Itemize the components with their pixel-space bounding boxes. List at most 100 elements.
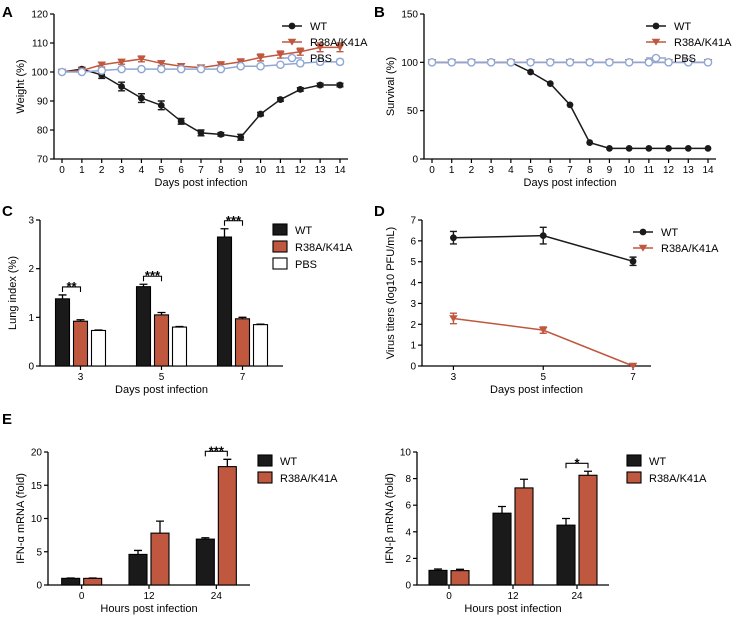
error-bar	[520, 478, 528, 488]
y-tick-label: 0	[28, 362, 34, 373]
series-r38a-k41a	[83, 458, 237, 586]
bar	[492, 512, 512, 586]
legend-marker	[287, 53, 297, 63]
legend-label: WT	[295, 225, 312, 237]
data-point	[467, 58, 476, 67]
y-tick-label: 1	[410, 341, 416, 352]
x-tick-label: 9	[607, 165, 613, 176]
error-bar	[134, 549, 142, 555]
series-wt	[58, 65, 344, 141]
data-point	[295, 48, 305, 56]
legend-label: R38A/K41A	[280, 473, 338, 485]
y-tick-label: 50	[407, 106, 419, 117]
x-tick-label: 6	[548, 165, 554, 176]
data-point	[684, 144, 692, 152]
x-tick-label: 7	[198, 165, 204, 176]
data-point	[296, 86, 304, 93]
legend-swatch	[257, 454, 273, 467]
y-tick-label: 150	[401, 10, 418, 21]
error-bar	[139, 283, 148, 287]
y-tick-label: 6	[405, 501, 411, 512]
data-point	[335, 57, 345, 67]
bar	[234, 318, 251, 367]
axis-lines	[53, 14, 348, 160]
data-point	[97, 66, 107, 75]
data-point	[565, 58, 575, 67]
data-point	[117, 58, 126, 66]
bar	[217, 466, 237, 586]
bar	[90, 329, 107, 367]
data-point	[197, 129, 205, 137]
x-tick-label: 12	[295, 165, 307, 176]
data-point	[527, 68, 534, 76]
legend-marker	[651, 53, 661, 63]
data-point	[486, 58, 496, 67]
bar	[428, 569, 448, 586]
data-point	[335, 44, 345, 52]
data-point	[138, 94, 145, 102]
data-point	[447, 58, 457, 67]
legend-marker	[639, 228, 647, 236]
legend-marker	[287, 38, 297, 46]
data-point	[665, 144, 672, 152]
data-point	[196, 64, 206, 74]
chart-d: 0 1 2 3 4 5 6 7 3 5 7 Days post infection Virus tite…	[385, 216, 719, 397]
data-point	[236, 61, 246, 71]
x-tick-label: 10	[255, 165, 267, 176]
series-line	[61, 68, 340, 139]
y-tick-label: 2	[410, 320, 416, 331]
legend-label: PBS	[295, 259, 317, 271]
data-point	[137, 55, 146, 63]
x-tick-label: 7	[240, 372, 246, 383]
data-point	[77, 67, 87, 77]
bar	[514, 487, 534, 586]
significance-label: *	[574, 455, 580, 470]
y-axis-title: Lung index (%)	[7, 256, 19, 330]
x-tick-label: 14	[334, 165, 346, 176]
y-tick-label: 10	[400, 448, 412, 459]
panel-letter-a: A	[2, 4, 13, 21]
y-axis-title: Survival (%)	[385, 57, 397, 116]
error-bar	[156, 520, 164, 534]
y-tick-label: 3	[28, 216, 34, 227]
data-point	[97, 61, 107, 69]
axis-lines	[421, 220, 651, 367]
bar	[450, 570, 470, 586]
bar	[578, 474, 598, 586]
data-point	[545, 58, 555, 67]
y-tick-label: 5	[410, 257, 416, 268]
x-tick-label: 4	[139, 165, 145, 176]
data-point	[336, 81, 344, 89]
data-point	[157, 101, 165, 109]
panel-letter-d: D	[374, 203, 385, 220]
x-tick-label: 24	[571, 591, 583, 602]
data-point	[256, 61, 265, 71]
legend-swatch	[626, 454, 642, 467]
x-tick-label: 5	[528, 165, 534, 176]
y-tick-label: 70	[37, 155, 49, 166]
x-tick-label: 5	[159, 165, 165, 176]
y-tick-label: 7	[410, 216, 416, 227]
significance-label: ***	[145, 268, 161, 283]
error-bar	[223, 458, 232, 467]
y-tick-label: 0	[405, 581, 411, 592]
y-tick-label: 2	[405, 554, 411, 565]
error-bar	[456, 568, 464, 571]
x-tick-label: 24	[211, 591, 223, 602]
x-tick-label: 6	[178, 165, 184, 176]
legend-label: WT	[674, 21, 691, 33]
x-tick-label: 0	[79, 591, 85, 602]
legend-swatch	[272, 240, 288, 253]
data-point	[644, 58, 654, 67]
x-axis-title: Days post infection	[115, 384, 208, 396]
x-tick-label: 4	[508, 165, 514, 176]
bar	[135, 286, 152, 367]
y-axis-title: Weight (%)	[15, 59, 27, 113]
data-point	[315, 44, 325, 52]
y-tick-label: 8	[405, 474, 411, 485]
x-tick-label: 3	[119, 165, 125, 176]
data-point	[295, 59, 305, 68]
legend-marker	[288, 22, 296, 30]
data-point	[605, 58, 614, 67]
